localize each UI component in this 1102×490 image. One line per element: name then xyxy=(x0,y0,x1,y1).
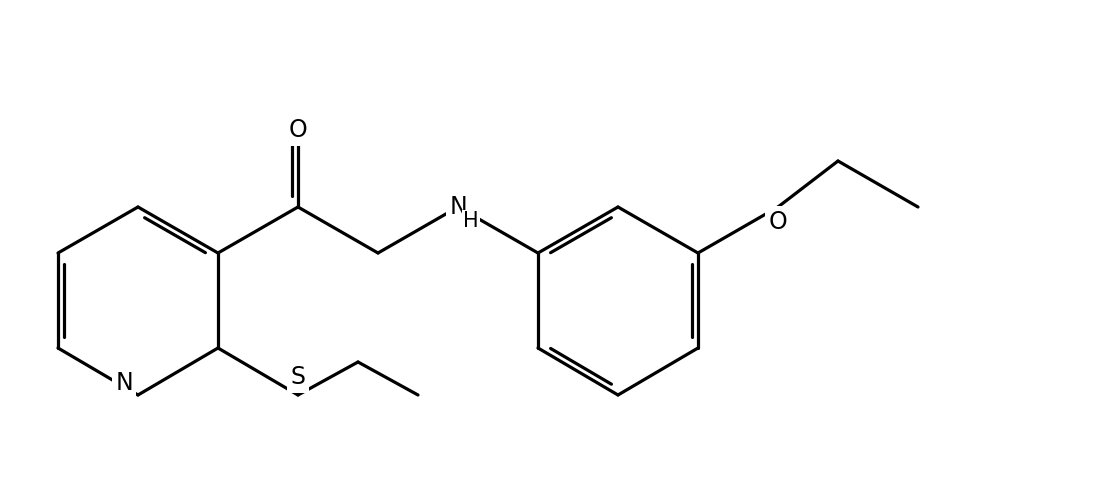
Text: N: N xyxy=(450,195,467,219)
Text: H: H xyxy=(463,211,478,231)
Text: S: S xyxy=(291,365,305,389)
Text: N: N xyxy=(115,371,133,395)
Text: O: O xyxy=(768,210,787,234)
Text: O: O xyxy=(289,118,307,142)
